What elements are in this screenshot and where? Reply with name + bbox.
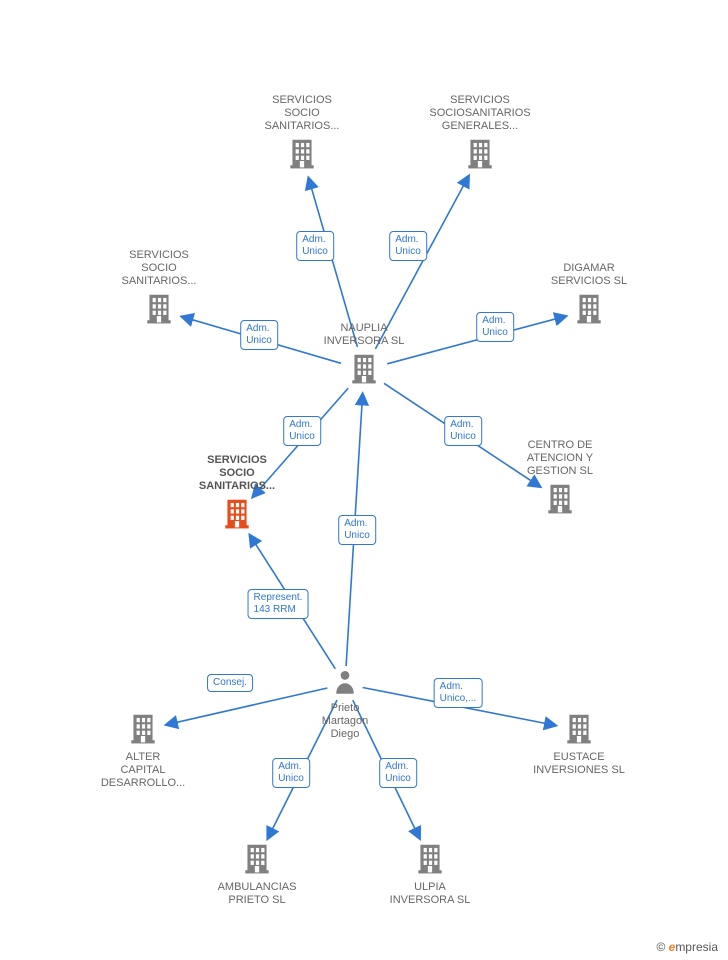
building-icon[interactable] <box>543 481 577 520</box>
building-icon[interactable] <box>285 136 319 175</box>
edge-label: Adm. Unico <box>296 231 334 261</box>
edge-label: Adm. Unico <box>389 231 427 261</box>
node-label[interactable]: SERVICIOS SOCIO SANITARIOS... <box>122 249 197 288</box>
edges-layer <box>0 0 728 960</box>
edge-label: Adm. Unico <box>444 416 482 446</box>
edge <box>166 688 327 725</box>
vinculaciones-diagram: © empresia Adm. Unico Adm. Unico Adm. Unic… <box>0 0 728 960</box>
edge-label: Consej. <box>207 674 253 692</box>
building-icon[interactable] <box>463 136 497 175</box>
node-label[interactable]: SERVICIOS SOCIO SANITARIOS... <box>265 94 340 133</box>
building-icon[interactable] <box>126 711 160 750</box>
edge-label: Adm. Unico <box>338 515 376 545</box>
footer: © empresia <box>656 940 718 954</box>
node-label[interactable]: ULPIA INVERSORA SL <box>390 881 471 907</box>
building-icon[interactable] <box>572 291 606 330</box>
building-icon[interactable] <box>562 711 596 750</box>
person-icon[interactable] <box>331 668 359 701</box>
building-icon[interactable] <box>220 496 254 535</box>
node-label[interactable]: Prieto Martagon Diego <box>322 702 368 741</box>
edge-label: Represent. 143 RRM <box>248 589 309 619</box>
building-icon[interactable] <box>413 841 447 880</box>
edge-label: Adm. Unico <box>240 320 278 350</box>
edge-label: Adm. Unico <box>476 312 514 342</box>
node-label[interactable]: NAUPLIA INVERSORA SL <box>324 322 405 348</box>
node-label[interactable]: CENTRO DE ATENCION Y GESTION SL <box>527 439 593 478</box>
building-icon[interactable] <box>142 291 176 330</box>
node-label[interactable]: ALTER CAPITAL DESARROLLO... <box>101 751 185 790</box>
building-icon[interactable] <box>347 351 381 390</box>
node-label[interactable]: SERVICIOS SOCIOSANITARIOS GENERALES... <box>429 94 530 133</box>
node-label[interactable]: EUSTACE INVERSIONES SL <box>533 751 625 777</box>
node-label[interactable]: DIGAMAR SERVICIOS SL <box>551 262 627 288</box>
footer-brand-rest: mpresia <box>675 940 718 954</box>
edge-label: Adm. Unico <box>379 758 417 788</box>
edge-label: Adm. Unico,... <box>434 678 483 708</box>
building-icon[interactable] <box>240 841 274 880</box>
node-label[interactable]: AMBULANCIAS PRIETO SL <box>218 881 297 907</box>
edge-label: Adm. Unico <box>283 416 321 446</box>
footer-copyright: © <box>656 940 665 954</box>
node-label[interactable]: SERVICIOS SOCIO SANITARIOS... <box>199 454 275 493</box>
edge-label: Adm. Unico <box>272 758 310 788</box>
